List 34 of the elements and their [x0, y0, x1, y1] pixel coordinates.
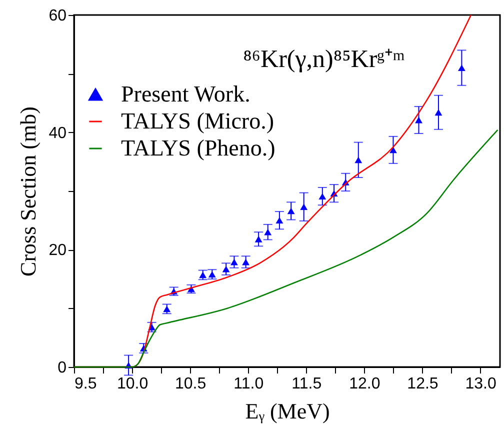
legend-label: Present Work. — [121, 82, 250, 106]
x-tick-label: 11.0 — [234, 376, 264, 392]
text: 10.0 — [116, 376, 148, 392]
annotation: ⁸⁶Kr(γ,n)⁸⁵Krᵍ⁺ᵐ — [243, 46, 405, 73]
point — [276, 217, 284, 224]
point — [434, 109, 442, 116]
y-tick-label: 0 — [58, 360, 67, 376]
y-tick-label: 20 — [48, 242, 67, 260]
point — [208, 271, 216, 278]
point — [300, 204, 308, 210]
point — [230, 258, 238, 266]
point — [254, 236, 262, 242]
point — [318, 193, 326, 200]
y-tick-label: 60 — [48, 8, 67, 24]
point — [354, 156, 362, 164]
x-tick-label: 11.5 — [292, 376, 322, 392]
x-tick-label: 10.5 — [175, 376, 206, 392]
x-tick-label: 12.0 — [349, 376, 380, 392]
x-axis-title: Eᵧ (MeV) — [245, 398, 330, 424]
point — [458, 64, 466, 72]
x-tick-label: 9.5 — [74, 376, 97, 392]
point — [199, 272, 207, 278]
y-tick-label: 40 — [48, 124, 67, 142]
legend-label: TALYS (Pheno.) — [121, 136, 276, 160]
x-tick-label: 12.5 — [407, 376, 438, 392]
point — [163, 306, 171, 312]
point — [287, 208, 295, 214]
y-axis-title: Cross Section (mb) — [16, 106, 41, 276]
point — [222, 266, 230, 272]
point — [264, 228, 272, 236]
x-tick-label: 13.0 — [465, 376, 496, 392]
legend-label: TALYS (Micro.) — [121, 108, 274, 134]
point — [415, 116, 422, 124]
point — [242, 258, 250, 266]
